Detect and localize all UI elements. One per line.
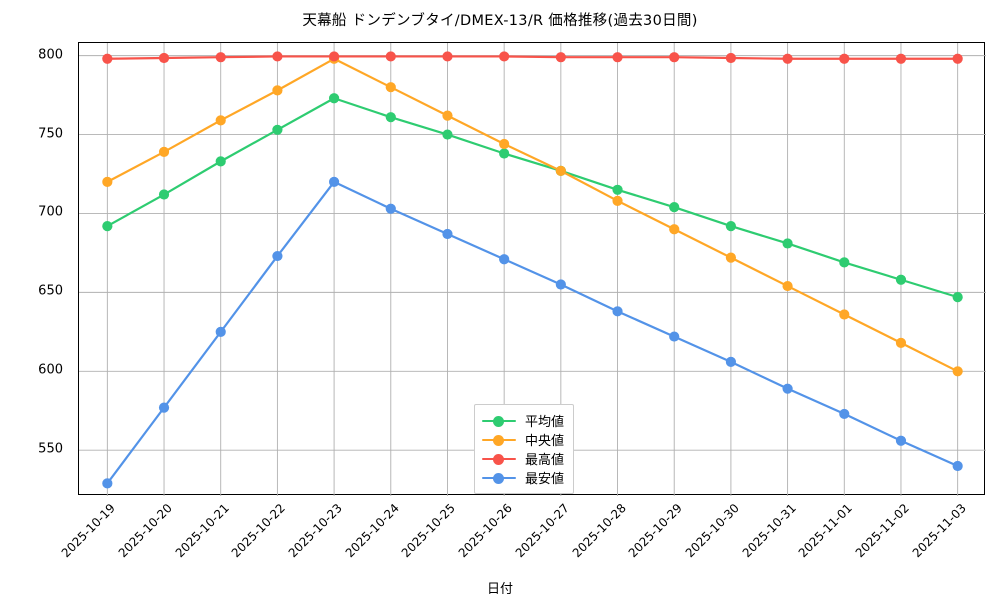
data-point-marker (442, 129, 453, 140)
y-tick-label: 800 (38, 47, 63, 63)
data-point-marker (272, 124, 283, 135)
data-point-marker (499, 148, 510, 159)
data-point-marker (782, 280, 793, 292)
data-point-marker (158, 52, 170, 64)
data-point-marker (612, 195, 623, 206)
data-point-marker (895, 274, 907, 285)
data-point-marker (612, 52, 623, 63)
series-line (106, 97, 959, 299)
data-point-marker (158, 189, 170, 200)
data-point-marker (499, 138, 510, 150)
data-point-marker (442, 228, 453, 240)
data-point-marker (669, 331, 680, 342)
data-point-marker (328, 176, 340, 187)
series-line (106, 57, 959, 373)
data-point-marker (839, 408, 850, 420)
y-tick-label: 600 (38, 362, 63, 378)
series-markers (102, 51, 963, 489)
legend-swatch-icon (482, 452, 516, 466)
data-point-marker (215, 52, 226, 63)
data-point-marker (669, 202, 680, 213)
data-point-marker (725, 252, 737, 263)
data-point-marker (215, 156, 226, 167)
data-point-marker (952, 292, 963, 303)
data-point-marker (895, 53, 907, 64)
chart-title: 天幕船 ドンデンブタイ/DMEX-13/R 価格推移(過去30日間) (302, 13, 698, 29)
data-point-marker (215, 326, 226, 337)
legend-swatch-icon (482, 471, 516, 485)
data-point-marker (895, 435, 907, 446)
series-lines (106, 55, 959, 485)
series-line (106, 55, 959, 60)
legend-item[interactable]: 最安値 (482, 468, 564, 487)
data-point-marker (272, 51, 283, 62)
data-point-marker (158, 402, 170, 413)
legend-swatch-icon (482, 433, 516, 447)
data-point-marker (612, 184, 623, 195)
data-point-marker (272, 250, 283, 262)
series-line (106, 180, 959, 485)
data-point-marker (839, 257, 850, 268)
data-point-marker (555, 165, 566, 176)
data-point-marker (215, 115, 226, 126)
data-point-marker (952, 366, 963, 377)
data-point-marker (385, 203, 396, 214)
data-point-marker (895, 337, 907, 348)
gridlines (79, 43, 986, 496)
data-point-marker (385, 112, 396, 123)
data-point-marker (725, 52, 737, 64)
legend-swatch-icon (482, 414, 516, 428)
data-point-marker (385, 82, 396, 93)
data-point-marker (442, 51, 453, 62)
legend-label: 中央値 (525, 434, 565, 449)
plot-svg (79, 43, 986, 496)
data-point-marker (102, 220, 113, 232)
data-point-marker (555, 279, 566, 290)
data-point-marker (669, 52, 680, 63)
y-tick-label: 700 (38, 204, 63, 220)
data-point-marker (782, 238, 793, 249)
data-point-marker (669, 224, 680, 235)
legend-label: 平均値 (525, 415, 565, 430)
plot-area (78, 42, 986, 496)
data-point-marker (102, 53, 113, 64)
y-tick-label: 750 (38, 126, 63, 142)
legend-item[interactable]: 最高値 (482, 449, 564, 468)
data-point-marker (555, 52, 566, 63)
data-point-marker (725, 356, 737, 367)
data-point-marker (839, 309, 850, 320)
chart-legend: 平均値中央値最高値最安値 (474, 404, 575, 494)
data-point-marker (385, 51, 396, 62)
legend-label: 最安値 (525, 472, 565, 487)
y-tick-label: 550 (38, 441, 63, 457)
data-point-marker (158, 146, 170, 158)
data-point-marker (442, 110, 453, 121)
x-axis-title: 日付 (486, 582, 513, 597)
data-point-marker (952, 460, 963, 472)
legend-item[interactable]: 中央値 (482, 430, 564, 449)
data-point-marker (102, 478, 113, 489)
y-tick-label: 650 (38, 283, 63, 299)
legend-label: 最高値 (525, 453, 565, 468)
data-point-marker (328, 93, 340, 104)
data-point-marker (612, 306, 623, 317)
data-point-marker (328, 51, 340, 62)
data-point-marker (839, 53, 850, 64)
data-point-marker (272, 85, 283, 96)
legend-item[interactable]: 平均値 (482, 411, 564, 430)
data-point-marker (952, 53, 963, 64)
data-point-marker (725, 220, 737, 232)
data-point-marker (499, 51, 510, 62)
data-point-marker (102, 176, 113, 187)
data-point-marker (782, 383, 793, 394)
data-point-marker (782, 53, 793, 64)
data-point-marker (499, 254, 510, 265)
